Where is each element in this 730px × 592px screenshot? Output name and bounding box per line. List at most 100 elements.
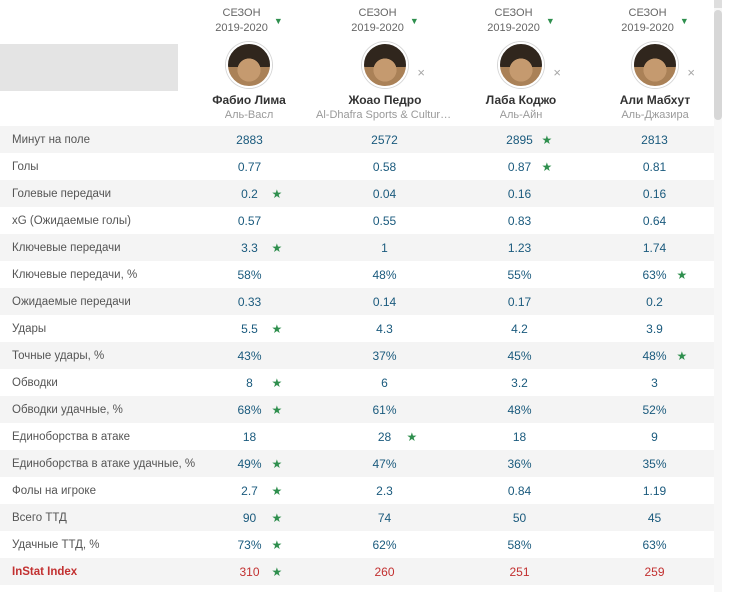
- best-value-star-icon: ★: [271, 564, 283, 579]
- metric-value-cell: 3: [587, 376, 722, 390]
- metric-value: 260: [374, 564, 395, 579]
- season-dropdown-text: СЕЗОН 2019-2020: [215, 6, 268, 36]
- season-dropdown[interactable]: СЕЗОН 2019-2020 ▼: [351, 4, 419, 38]
- remove-player-icon[interactable]: ×: [417, 65, 425, 80]
- metric-value-cell: 0.2: [587, 295, 722, 309]
- metric-value: 48%: [507, 402, 532, 417]
- table-row: Удачные ТТД, % 73% ★ 62% 58% 63%: [0, 531, 722, 558]
- metric-value-cell: 0.64: [587, 214, 722, 228]
- best-value-star-icon: ★: [271, 321, 283, 336]
- table-row: Обводки 8 ★ 6 3.2 3: [0, 369, 722, 396]
- metric-value-cell: 63%: [587, 538, 722, 552]
- player-avatar-wrap: ×: [632, 42, 695, 88]
- season-label: СЕЗОН: [628, 7, 667, 20]
- best-value-star-icon: ★: [676, 267, 688, 282]
- season-dropdown-text: СЕЗОН 2019-2020: [621, 6, 674, 36]
- metric-label: Голы: [12, 160, 39, 173]
- player-name: Жоао Педро: [348, 93, 422, 107]
- metric-value-cell: 2883: [182, 133, 317, 147]
- best-value-star-icon: ★: [271, 240, 283, 255]
- player-column: СЕЗОН 2019-2020 ▼ × Фабио Лима Аль-Васл: [182, 4, 316, 121]
- metric-value-cell: 4.3: [317, 322, 452, 336]
- metric-label: Всего ТТД: [12, 511, 67, 524]
- metric-value-cell: 3.9: [587, 322, 722, 336]
- table-row: Обводки удачные, % 68% ★ 61% 48% 52%: [0, 396, 722, 423]
- metric-value-cell: 6: [317, 376, 452, 390]
- metric-value-cell: 0.2 ★: [182, 187, 317, 201]
- metric-value: 49%: [237, 456, 262, 471]
- metric-value: 0.33: [237, 294, 262, 309]
- metric-value: 37%: [372, 348, 397, 363]
- player-avatar-wrap: ×: [498, 42, 561, 88]
- table-row: InStat Index 310 ★ 260 251 259: [0, 558, 722, 585]
- season-label: СЕЗОН: [358, 7, 397, 20]
- label-column-spacer: [0, 4, 182, 121]
- metric-value: 0.64: [642, 213, 667, 228]
- metric-value: 74: [377, 510, 392, 525]
- season-dropdown-text: СЕЗОН 2019-2020: [351, 6, 404, 36]
- metric-value-cell: 2.7 ★: [182, 484, 317, 498]
- metric-label: Удачные ТТД, %: [12, 538, 100, 551]
- season-dropdown-text: СЕЗОН 2019-2020: [487, 6, 540, 36]
- metric-value: 90: [242, 510, 257, 525]
- metric-value: 0.04: [372, 186, 397, 201]
- season-years: 2019-2020: [351, 22, 404, 34]
- metric-value-cell: 0.57: [182, 214, 317, 228]
- remove-player-icon[interactable]: ×: [687, 65, 695, 80]
- metric-value-cell: 48% ★: [587, 349, 722, 363]
- metric-value: 2.3: [376, 483, 393, 498]
- metric-label: Удары: [12, 322, 47, 335]
- label-column-header-block: [0, 44, 178, 91]
- metric-value-cell: 61%: [317, 403, 452, 417]
- metric-value: 63%: [642, 267, 667, 282]
- metric-value-cell: 18: [452, 430, 587, 444]
- metric-value: 0.87: [507, 159, 532, 174]
- metric-label: Фолы на игроке: [12, 484, 96, 497]
- player-avatar: [632, 42, 678, 88]
- metric-value: 3.9: [646, 321, 663, 336]
- player-name: Али Мабхут: [619, 93, 691, 107]
- metric-value-cell: 2813: [587, 133, 722, 147]
- season-dropdown[interactable]: СЕЗОН 2019-2020 ▼: [487, 4, 555, 38]
- player-column: СЕЗОН 2019-2020 ▼ × Али Мабхут Аль-Джази…: [588, 4, 722, 121]
- season-years: 2019-2020: [621, 22, 674, 34]
- metric-value: 0.57: [237, 213, 262, 228]
- metric-value: 2895: [506, 132, 533, 147]
- metric-value: 0.17: [507, 294, 532, 309]
- season-label: СЕЗОН: [222, 7, 261, 20]
- metric-value-cell: 0.55: [317, 214, 452, 228]
- metric-value-cell: 0.33: [182, 295, 317, 309]
- metric-value-cell: 37%: [317, 349, 452, 363]
- metric-value: 3.2: [511, 375, 528, 390]
- scrollbar-thumb[interactable]: [714, 10, 722, 120]
- vertical-scrollbar[interactable]: [714, 0, 722, 592]
- metric-value-cell: 50: [452, 511, 587, 525]
- season-dropdown[interactable]: СЕЗОН 2019-2020 ▼: [621, 4, 689, 38]
- remove-player-icon[interactable]: ×: [553, 65, 561, 80]
- table-row: Ожидаемые передачи 0.33 0.14 0.17 0.2: [0, 288, 722, 315]
- player-club: Al-Dhafra Sports & Culture ...: [316, 109, 454, 121]
- metric-value: 3.3: [241, 240, 258, 255]
- metric-value: 5.5: [241, 321, 258, 336]
- player-avatar-wrap: ×: [362, 42, 425, 88]
- metric-value-cell: 73% ★: [182, 538, 317, 552]
- best-value-star-icon: ★: [271, 186, 283, 201]
- metric-value: 4.3: [376, 321, 393, 336]
- chevron-down-icon: ▼: [545, 15, 555, 26]
- metric-value: 0.2: [646, 294, 663, 309]
- metric-value: 8: [246, 375, 253, 390]
- metric-label: Обводки: [12, 376, 58, 389]
- metric-label: Ключевые передачи, %: [12, 268, 138, 281]
- metric-value: 1.74: [642, 240, 667, 255]
- scrollbar-up-button[interactable]: [714, 0, 722, 8]
- table-row: Единоборства в атаке 18 28 ★ 18 9: [0, 423, 722, 450]
- metric-value: 0.58: [372, 159, 397, 174]
- metric-label: Единоборства в атаке: [12, 430, 131, 443]
- best-value-star-icon: ★: [271, 510, 283, 525]
- metric-value: 47%: [372, 456, 397, 471]
- best-value-star-icon: ★: [541, 132, 553, 147]
- metric-value: 0.81: [642, 159, 667, 174]
- season-dropdown[interactable]: СЕЗОН 2019-2020 ▼: [215, 4, 283, 38]
- table-row: Минут на поле 2883 2572 2895 ★ 2813: [0, 126, 722, 153]
